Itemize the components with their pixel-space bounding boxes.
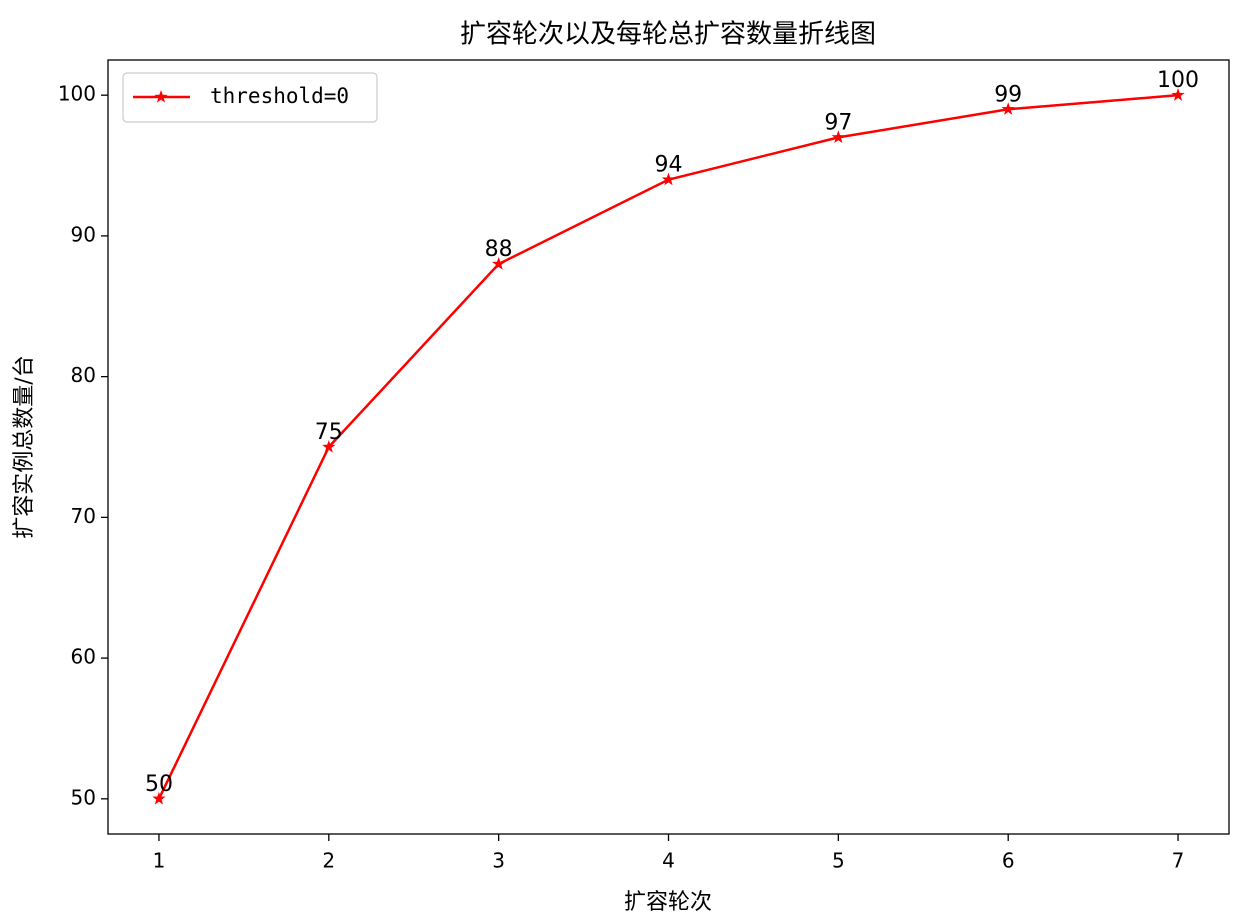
y-axis-label: 扩容实例总数量/台 [12,355,37,538]
x-tick-label: 6 [1002,849,1015,873]
data-label: 97 [824,110,852,135]
marker [152,791,166,805]
legend-box [122,72,378,123]
plot-frame [107,59,1230,835]
x-tick-label: 4 [662,849,675,873]
marker [322,440,336,453]
marker [1171,88,1185,101]
chart-title: 扩容轮次以及每轮总扩容数量折线图 [460,20,876,50]
marker [831,130,846,144]
y-tick-label: 60 [71,645,96,669]
marker [661,172,676,186]
x-tick-label: 3 [492,849,505,873]
y-tick-label: 80 [71,363,96,387]
y-tick-label: 90 [71,222,96,246]
x-tick-label: 7 [1172,849,1185,873]
marker [491,257,506,270]
data-label: 99 [994,82,1022,107]
data-label: 88 [485,237,513,262]
legend-marker [154,90,168,103]
x-tick-label: 5 [832,849,845,873]
data-label: 100 [1157,68,1199,93]
x-tick-label: 1 [153,849,166,873]
marker [1001,102,1015,115]
x-tick-label: 2 [322,849,335,873]
x-axis-label: 扩容轮次 [624,890,712,915]
legend-label: threshold=0 [210,84,349,108]
data-label: 50 [145,772,173,797]
data-label: 94 [655,153,683,178]
data-label: 75 [315,420,343,445]
y-tick-label: 70 [71,504,96,528]
y-tick-label: 50 [71,785,96,809]
y-tick-label: 100 [58,82,96,106]
